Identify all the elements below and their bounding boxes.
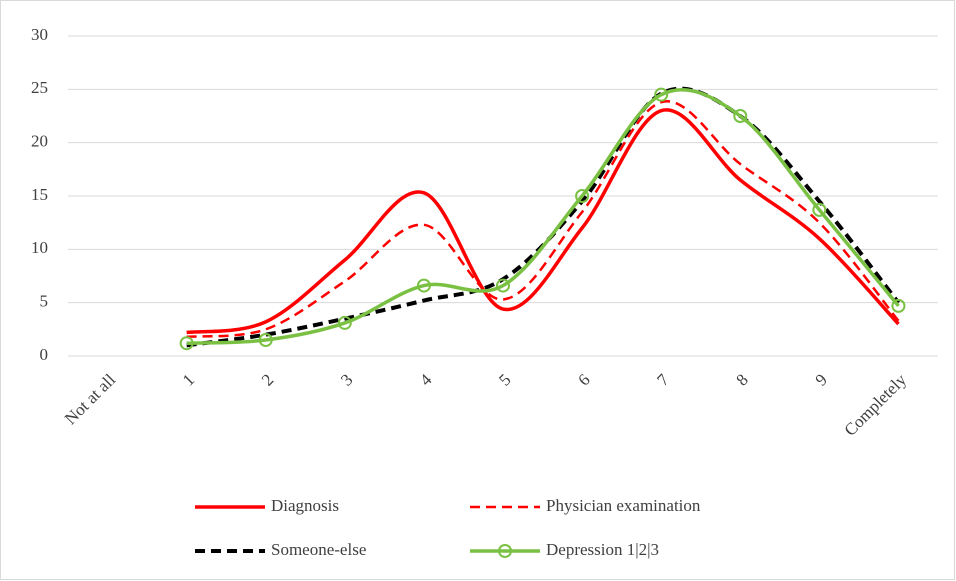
point-marker <box>416 278 431 293</box>
legend-label: Physician examination <box>546 496 701 515</box>
point-marker <box>733 109 748 123</box>
series-line <box>186 100 900 339</box>
legend-marker <box>498 544 512 558</box>
y-tick-label: 25 <box>31 78 48 97</box>
y-tick-label: 0 <box>40 345 49 364</box>
y-tick-label: 10 <box>31 238 48 257</box>
legend-label: Someone-else <box>271 540 366 559</box>
y-tick-label: 20 <box>31 132 48 151</box>
legend-label: Depression 1|2|3 <box>546 540 659 559</box>
point-marker <box>258 333 273 347</box>
y-tick-label: 5 <box>40 292 49 311</box>
legend-label: Diagnosis <box>271 496 339 515</box>
point-marker <box>575 189 590 203</box>
point-marker <box>654 87 669 102</box>
point-marker <box>179 336 194 351</box>
point-marker <box>496 278 510 293</box>
y-tick-label: 15 <box>31 185 48 204</box>
point-marker <box>812 202 827 217</box>
point-marker <box>891 298 906 313</box>
series-line <box>186 88 900 345</box>
point-marker <box>337 315 352 330</box>
series-line <box>186 108 900 335</box>
y-tick-label: 30 <box>31 25 48 44</box>
